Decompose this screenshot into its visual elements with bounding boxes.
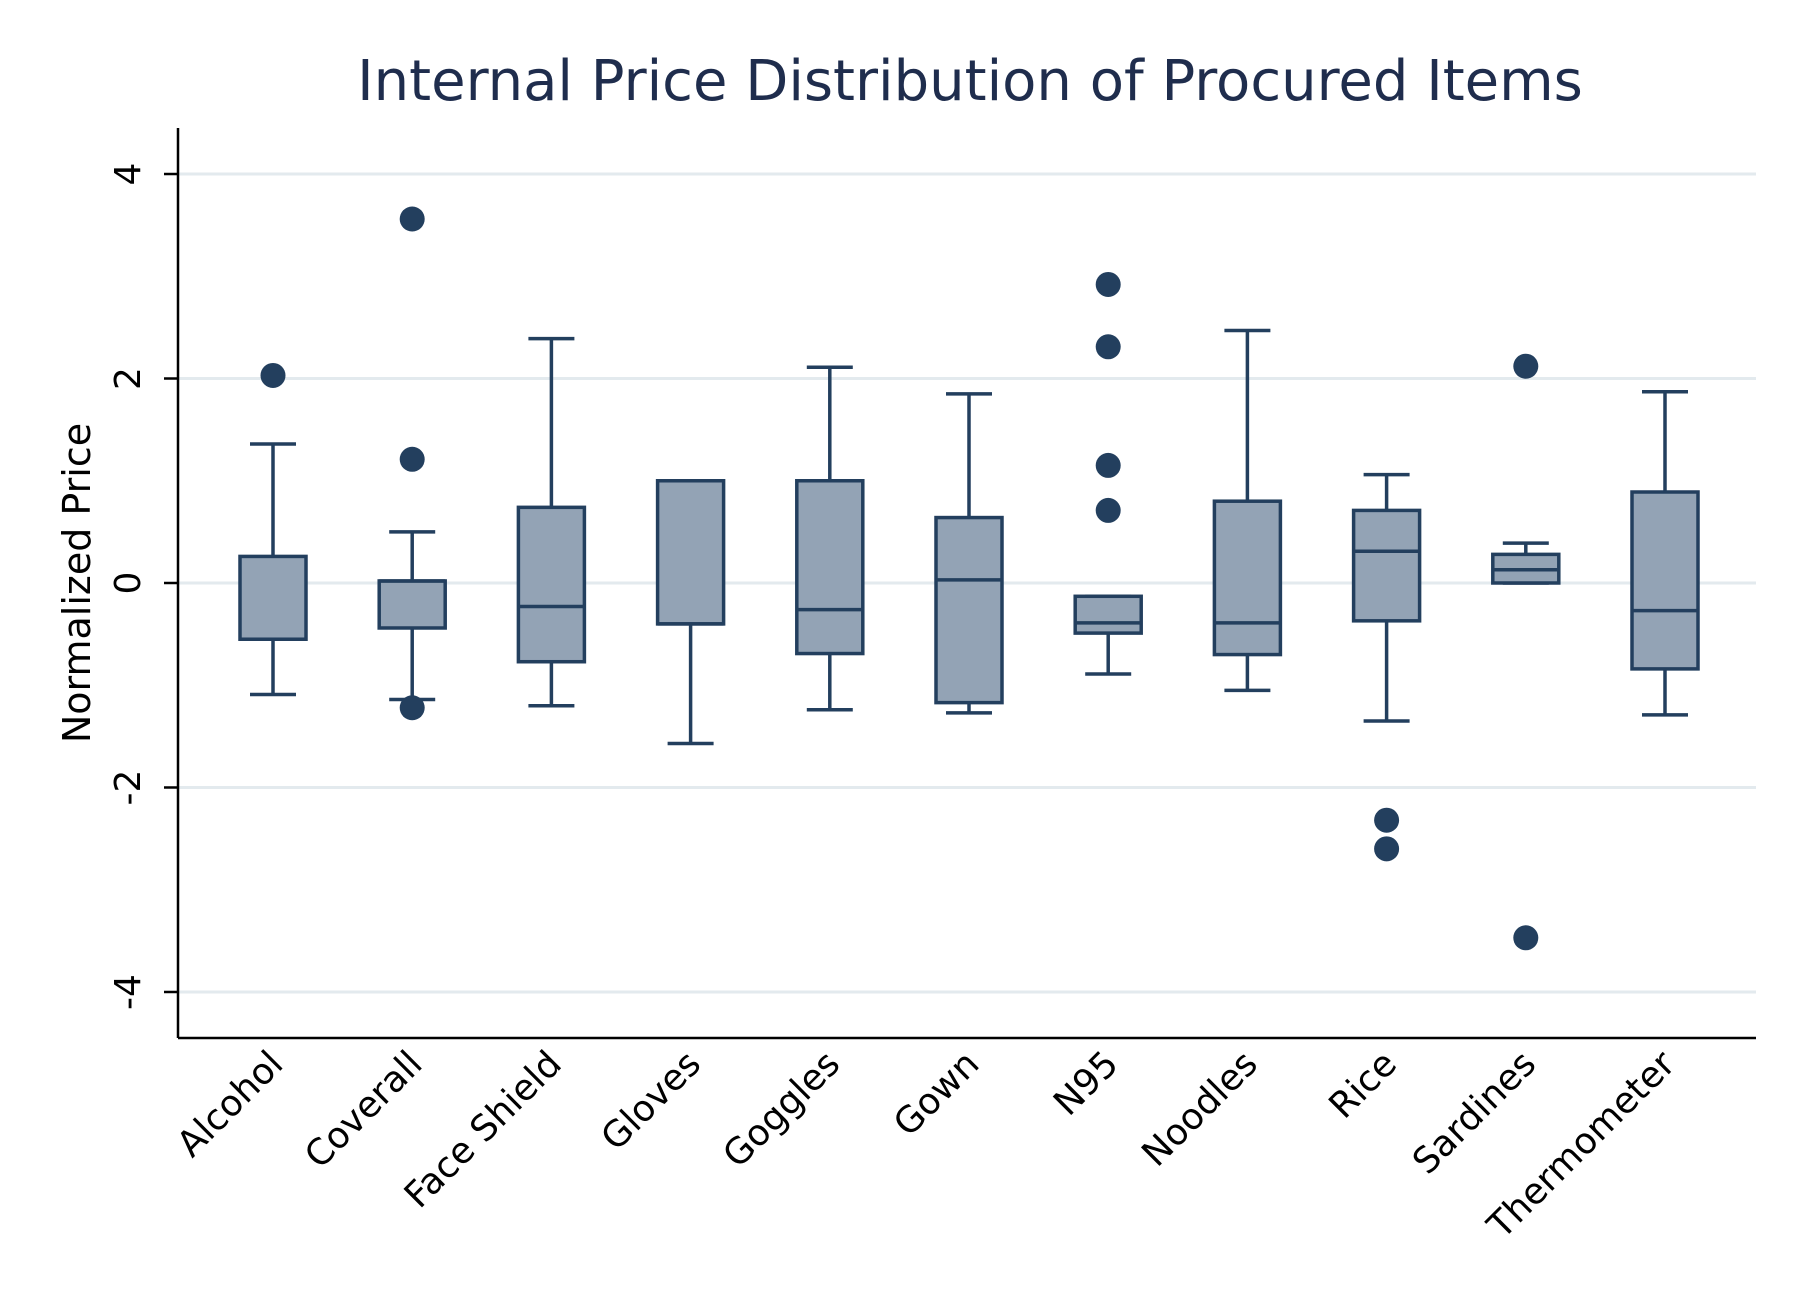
y-tick-label: 2 <box>108 367 149 390</box>
box-thermometer <box>1630 390 1700 717</box>
x-tick-label: Rice <box>1322 1043 1405 1126</box>
iqr-box <box>1351 508 1422 623</box>
iqr-box <box>238 554 308 641</box>
chart-title: Internal Price Distribution of Procured … <box>357 49 1583 114</box>
iqr-box <box>934 515 1004 705</box>
outlier-point <box>1513 925 1539 951</box>
x-tick-label: Alcohol <box>170 1043 292 1165</box>
iqr-box <box>1073 594 1143 635</box>
outlier-point <box>1095 334 1121 360</box>
outlier-point <box>399 695 425 721</box>
box-face-shield <box>516 336 587 708</box>
y-axis-label: Normalized Price <box>55 423 99 743</box>
x-tick-label: Noodles <box>1134 1043 1265 1174</box>
box-n95 <box>1073 271 1143 676</box>
box-noodles <box>1212 328 1283 693</box>
box-sardines <box>1491 353 1561 951</box>
y-tick-label: -2 <box>108 770 149 806</box>
x-tick-label: Gloves <box>594 1043 709 1158</box>
outlier-point <box>1513 353 1539 379</box>
outlier-point <box>1374 807 1400 833</box>
box-alcohol <box>238 362 308 697</box>
outlier-point <box>1095 452 1121 478</box>
iqr-box <box>377 579 447 630</box>
box-rice <box>1351 472 1422 862</box>
outlier-point <box>1095 271 1121 297</box>
box-gown <box>934 392 1004 715</box>
x-tick-label: Sardines <box>1405 1043 1544 1182</box>
y-tick-label: -4 <box>108 974 149 1010</box>
outlier-point <box>1374 836 1400 862</box>
boxes <box>238 206 1700 951</box>
iqr-box <box>516 505 587 664</box>
x-tick-label: Goggles <box>716 1043 849 1176</box>
box-gloves <box>655 479 726 746</box>
iqr-box <box>795 479 865 656</box>
box-goggles <box>795 365 865 712</box>
outlier-point <box>399 446 425 472</box>
outlier-point <box>260 362 286 388</box>
iqr-box <box>655 479 726 626</box>
outlier-point <box>399 206 425 232</box>
y-tick-label: 4 <box>108 163 149 186</box>
outlier-point <box>1095 497 1121 523</box>
x-tick-label: Coverall <box>297 1043 430 1176</box>
x-tick-label: Gown <box>886 1043 987 1144</box>
iqr-box <box>1630 490 1700 671</box>
box-coverall <box>377 206 447 721</box>
y-tick-label: 0 <box>108 572 149 595</box>
y-axis-ticks: -4 -2 0 2 4 <box>108 163 178 1010</box>
iqr-box <box>1212 499 1283 657</box>
x-tick-label: N95 <box>1046 1043 1126 1123</box>
